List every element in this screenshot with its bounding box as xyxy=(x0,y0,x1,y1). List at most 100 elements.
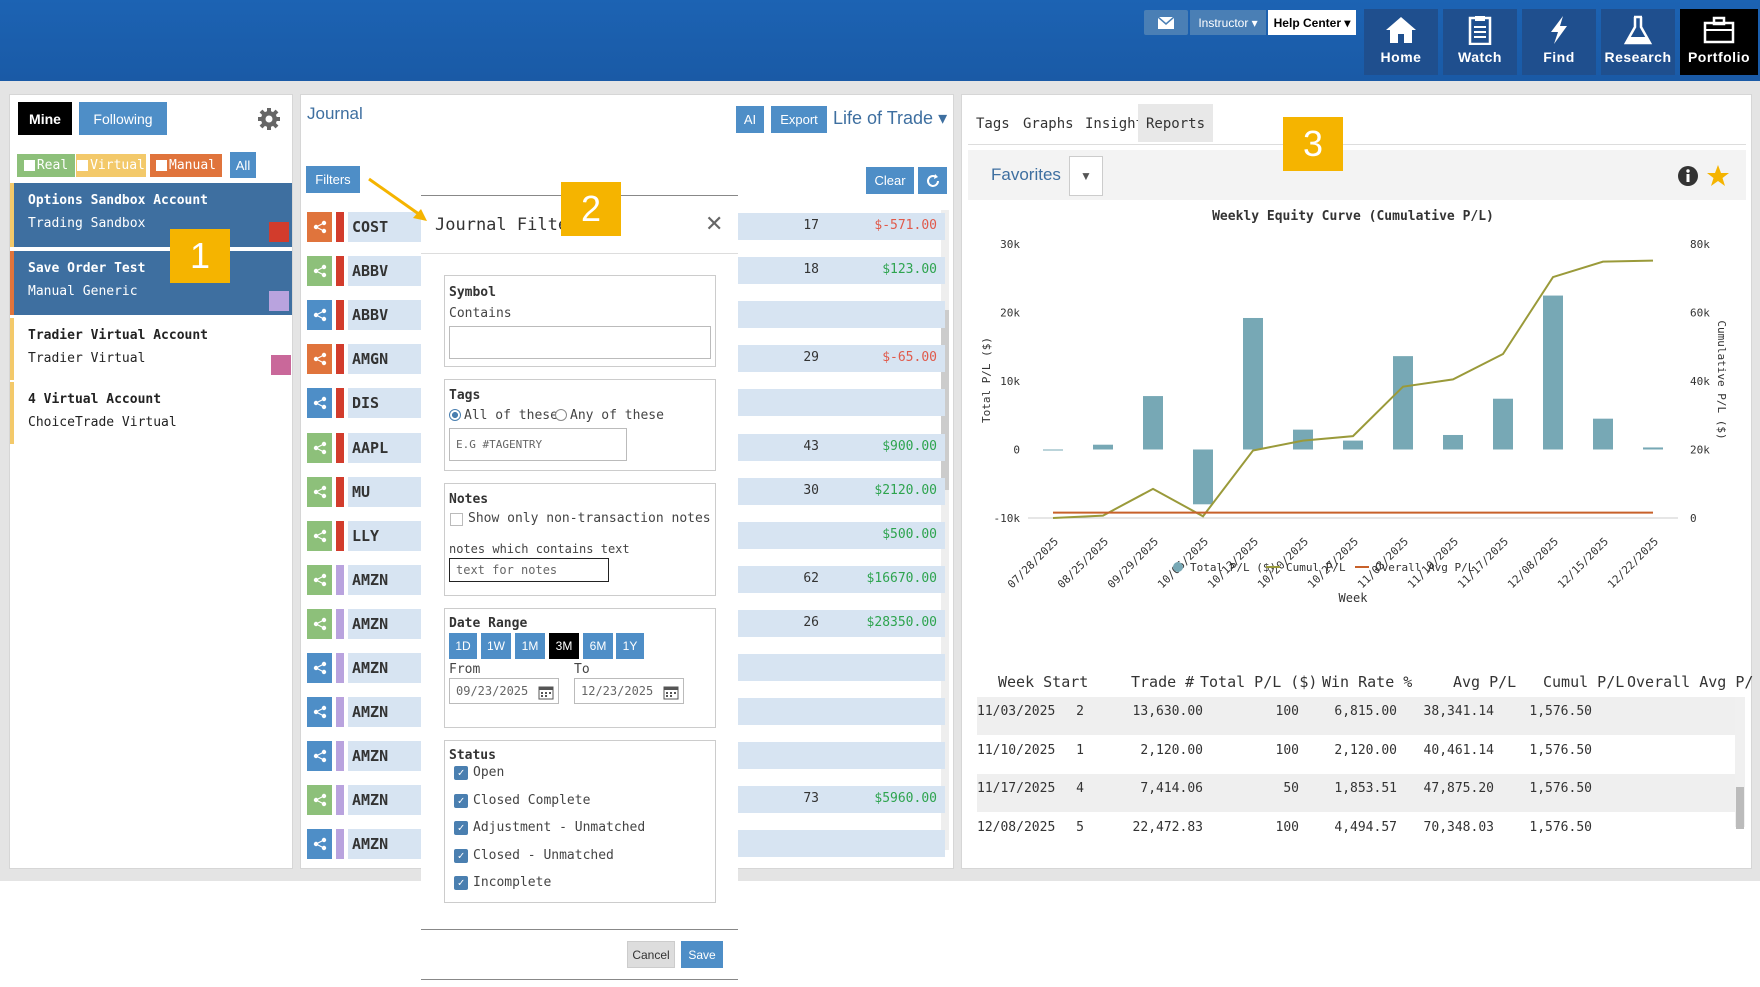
share-button[interactable] xyxy=(307,608,332,639)
journal-row[interactable]: AMZN xyxy=(307,741,428,772)
mail-button[interactable] xyxy=(1144,10,1188,35)
view-dropdown[interactable]: Life of Trade ▾ xyxy=(833,108,948,128)
calendar-icon[interactable] xyxy=(663,684,679,700)
to-date-input[interactable]: 12/23/2025 xyxy=(574,678,684,704)
nav-portfolio[interactable]: Portfolio xyxy=(1680,9,1758,75)
tab-tags[interactable]: Tags xyxy=(976,116,1010,132)
tab-graphs[interactable]: Graphs xyxy=(1023,116,1074,132)
table-row[interactable]: 12/08/2025 5 22,472.83 100 4,494.57 70,348.03… xyxy=(977,813,1740,851)
nav-find[interactable]: Find xyxy=(1522,9,1596,75)
status-checkbox[interactable]: ✓ xyxy=(454,793,468,808)
journal-row-values[interactable]: 18 $123.00 xyxy=(737,257,945,285)
share-button[interactable] xyxy=(307,653,332,683)
notes-input[interactable]: text for notes xyxy=(449,558,609,582)
journal-row[interactable]: ABBV xyxy=(307,300,428,331)
share-button[interactable] xyxy=(307,432,332,463)
journal-row[interactable]: AMGN xyxy=(307,344,428,375)
help-center-dropdown[interactable]: Help Center ▾ xyxy=(1268,10,1356,35)
range-button-1d[interactable]: 1D xyxy=(449,633,477,659)
journal-row[interactable]: AMZN xyxy=(307,608,428,639)
share-button[interactable] xyxy=(307,388,332,419)
share-button[interactable] xyxy=(307,564,332,595)
col-cumul-pl[interactable]: Cumul P/L xyxy=(1543,673,1625,691)
nav-watch[interactable]: Watch xyxy=(1443,9,1517,75)
journal-row-values[interactable] xyxy=(737,742,945,770)
status-checkbox[interactable]: ✓ xyxy=(454,821,468,835)
account-item-options-sandbox[interactable]: Options Sandbox Account Trading Sandbox xyxy=(10,183,292,247)
journal-row[interactable]: AMZN xyxy=(307,829,428,860)
scrollbar-thumb[interactable] xyxy=(941,310,949,490)
journal-row-values[interactable]: 30 $2120.00 xyxy=(737,477,945,505)
journal-row-values[interactable]: 62 $16670.00 xyxy=(737,565,945,593)
tab-insight[interactable]: Insight xyxy=(1085,116,1145,132)
account-item-save-order-test[interactable]: Save Order Test Manual Generic xyxy=(10,251,292,315)
clear-button[interactable]: Clear xyxy=(866,167,914,194)
following-tab[interactable]: Following xyxy=(79,102,167,135)
star-icon[interactable] xyxy=(1706,164,1730,188)
mine-tab[interactable]: Mine xyxy=(18,102,72,135)
share-button[interactable] xyxy=(307,212,332,242)
nav-research[interactable]: Research xyxy=(1601,9,1675,75)
journal-row[interactable]: AMZN xyxy=(307,564,428,595)
range-button-1w[interactable]: 1W xyxy=(481,633,511,659)
col-week-start[interactable]: Week Start xyxy=(998,673,1089,691)
journal-row-values[interactable]: 17 $-571.00 xyxy=(737,213,945,240)
range-button-6m[interactable]: 6M xyxy=(583,633,613,659)
from-date-input[interactable]: 09/23/2025 xyxy=(449,678,559,704)
journal-row-values[interactable] xyxy=(737,830,945,858)
journal-row[interactable]: AMZN xyxy=(307,653,428,683)
journal-row-values[interactable]: 26 $28350.00 xyxy=(737,609,945,637)
journal-row-values[interactable]: 29 $-65.00 xyxy=(737,345,945,373)
journal-row[interactable]: AAPL xyxy=(307,432,428,463)
share-button[interactable] xyxy=(307,300,332,331)
col-win-rate[interactable]: Win Rate % xyxy=(1322,673,1413,691)
journal-row-values[interactable] xyxy=(737,654,945,681)
radio-all-of[interactable] xyxy=(449,409,461,421)
favorites-dropdown[interactable]: ▼ xyxy=(1069,156,1103,196)
col-avg-pl[interactable]: Avg P/L xyxy=(1453,673,1517,691)
tags-input[interactable]: E.G #TAGENTRY xyxy=(449,428,627,461)
table-row[interactable]: 11/03/2025 2 13,630.00 100 6,815.00 38,341.14… xyxy=(977,697,1740,735)
nav-home[interactable]: Home xyxy=(1364,9,1438,75)
filter-all[interactable]: All xyxy=(230,152,256,178)
col-total-pl[interactable]: Total P/L ($) xyxy=(1200,673,1318,691)
col-overall-avg[interactable]: Overall Avg P/ xyxy=(1627,673,1754,691)
share-button[interactable] xyxy=(307,829,332,860)
radio-any-of[interactable] xyxy=(555,409,567,421)
account-item-4-virtual[interactable]: 4 Virtual Account ChoiceTrade Virtual xyxy=(10,382,292,444)
non-transaction-checkbox[interactable] xyxy=(450,513,463,526)
table-row[interactable]: 11/10/2025 1 2,120.00 100 2,120.00 40,461.14 1… xyxy=(977,736,1740,774)
journal-row[interactable]: ABBV xyxy=(307,256,428,287)
close-icon[interactable]: ✕ xyxy=(705,211,724,236)
instructor-dropdown[interactable]: Instructor ▾ xyxy=(1190,10,1266,35)
journal-row[interactable]: MU xyxy=(307,476,428,507)
journal-scrollbar[interactable] xyxy=(941,210,949,850)
account-item-tradier-virtual[interactable]: Tradier Virtual Account Tradier Virtual xyxy=(10,318,292,380)
col-trade-count[interactable]: Trade # xyxy=(1131,673,1195,691)
journal-row-values[interactable] xyxy=(737,389,945,417)
filter-virtual[interactable]: Virtual xyxy=(76,154,146,177)
journal-row-values[interactable]: 73 $5960.00 xyxy=(737,786,945,814)
journal-row[interactable]: DIS xyxy=(307,388,428,419)
journal-row-values[interactable] xyxy=(737,698,945,726)
status-checkbox[interactable]: ✓ xyxy=(454,876,468,890)
status-checkbox[interactable]: ✓ xyxy=(454,848,468,863)
share-button[interactable] xyxy=(307,785,332,816)
journal-row[interactable]: LLY xyxy=(307,520,428,551)
scrollbar-thumb[interactable] xyxy=(1736,787,1744,829)
filters-button[interactable]: Filters xyxy=(306,166,360,193)
tab-reports[interactable]: Reports xyxy=(1138,104,1214,142)
cancel-button[interactable]: Cancel xyxy=(627,941,675,968)
range-button-1m[interactable]: 1M xyxy=(515,633,545,659)
gear-icon[interactable] xyxy=(257,107,281,131)
share-button[interactable] xyxy=(307,697,332,728)
save-button[interactable]: Save xyxy=(681,941,723,968)
refresh-button[interactable] xyxy=(918,167,947,194)
journal-row-values[interactable]: 43 $900.00 xyxy=(737,433,945,461)
filter-real[interactable]: Real xyxy=(17,154,75,177)
range-button-1y[interactable]: 1Y xyxy=(616,633,644,659)
share-button[interactable] xyxy=(307,476,332,507)
table-row[interactable]: 11/17/2025 4 7,414.06 50 1,853.51 47,875.20 1,… xyxy=(977,774,1740,812)
info-icon[interactable] xyxy=(1677,165,1699,187)
share-button[interactable] xyxy=(307,256,332,287)
